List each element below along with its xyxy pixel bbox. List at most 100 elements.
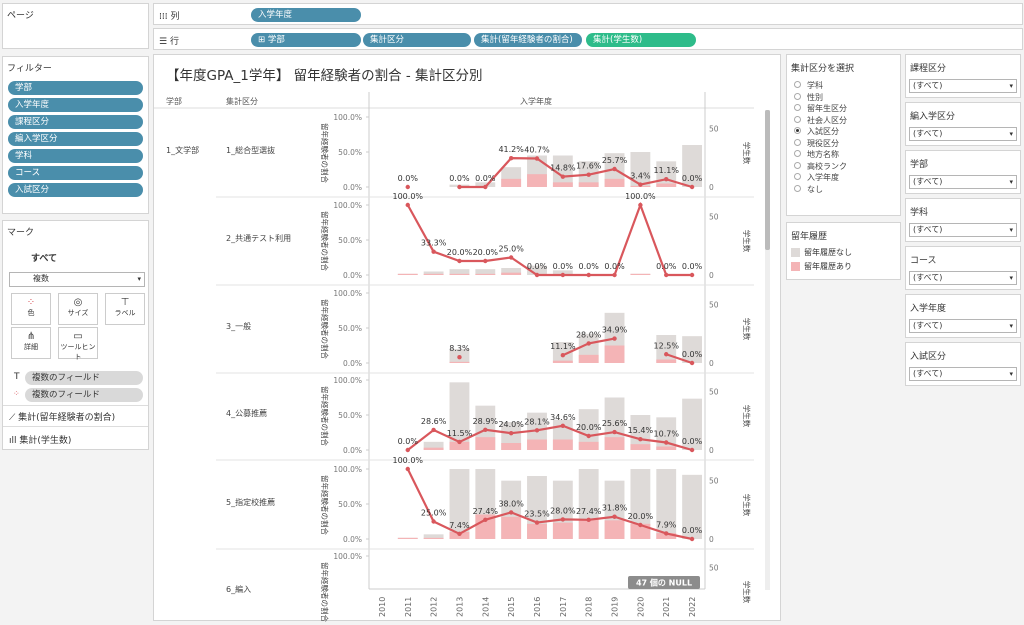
chevron-down-icon: ▾ xyxy=(1009,226,1013,234)
bar-history xyxy=(501,516,522,539)
bar-history xyxy=(578,441,599,450)
filter-dropdown[interactable]: (すべて) ▾ xyxy=(909,367,1017,381)
param-option[interactable]: 学科 xyxy=(794,80,823,91)
radio-button-icon xyxy=(794,161,801,169)
color-button[interactable]: ⁘ 色 xyxy=(11,293,51,325)
filter-dropdown[interactable]: (すべて) ▾ xyxy=(909,271,1017,285)
tooltip-icon: ▭ xyxy=(73,331,83,342)
param-option[interactable]: 入試区分 xyxy=(794,126,839,137)
param-option[interactable]: 高校ランク xyxy=(794,161,847,172)
param-option[interactable]: 入学年度 xyxy=(794,172,839,183)
rate-line xyxy=(459,157,693,189)
row-pill-faculty[interactable]: ⊞ 学部 xyxy=(251,33,361,47)
rows-shelf[interactable]: ☰ 行 ⊞ 学部 集計区分 集計(留年経験者の割合) 集計(学生数) xyxy=(153,28,1023,50)
tooltip-button-label: ツールヒント xyxy=(60,343,96,361)
filter-pill[interactable]: 学科 xyxy=(8,149,143,163)
left-axis-title: 留年経験者の割合 xyxy=(320,562,330,622)
rate-point xyxy=(638,182,643,187)
rate-point xyxy=(560,423,566,428)
filter-card: 編入学区分 (すべて) ▾ xyxy=(905,102,1021,146)
filter-dropdown[interactable]: (すべて) ▾ xyxy=(909,319,1017,333)
bar-no-history xyxy=(552,342,573,363)
filter-dropdown[interactable]: (すべて) ▾ xyxy=(909,127,1017,141)
row-pill-segment[interactable]: 集計区分 xyxy=(363,33,471,47)
param-option[interactable]: 社会人区分 xyxy=(794,115,847,126)
filter-card-title: 課程区分 xyxy=(910,64,947,74)
rate-point xyxy=(508,431,514,436)
mark-field-2[interactable]: 複数のフィールド xyxy=(25,388,143,402)
count-tick-label: 0 xyxy=(709,271,714,280)
rate-data-label: 0.0% xyxy=(682,437,703,446)
rate-point xyxy=(689,447,695,453)
rate-data-label: 38.0% xyxy=(498,499,524,508)
legend-item-no-history[interactable]: 留年履歴なし xyxy=(791,247,852,258)
filter-pill[interactable]: 課程区分 xyxy=(8,115,143,129)
mark-type-select[interactable]: 複数 ▾ xyxy=(9,272,145,287)
bar-history xyxy=(552,182,573,187)
pct-tick-label: 50.0% xyxy=(338,148,362,157)
pct-tick-label: 0.0% xyxy=(343,359,362,368)
columns-shelf[interactable]: ⁞⁞⁞ 列 入学年度 xyxy=(153,3,1023,25)
filter-pill[interactable]: 入学年度 xyxy=(8,98,143,112)
param-option[interactable]: 性別 xyxy=(794,92,823,103)
bar-history xyxy=(475,273,496,275)
column-pill-year[interactable]: 入学年度 xyxy=(251,8,361,22)
rate-data-label: 41.2% xyxy=(498,145,524,154)
filter-card-title: 入学年度 xyxy=(910,304,947,314)
filter-dropdown-value: (すべて) xyxy=(913,129,943,138)
bar-no-history xyxy=(682,336,702,363)
rate-data-label: 0.0% xyxy=(579,262,600,271)
rate-point xyxy=(508,155,514,161)
param-option[interactable]: 留年生区分 xyxy=(794,103,847,114)
detail-button[interactable]: ⋔ 詳細 xyxy=(11,327,51,359)
rate-data-label: 31.8% xyxy=(602,504,628,513)
header-segment: 集計区分 xyxy=(226,96,258,106)
rate-point xyxy=(431,249,436,254)
param-option[interactable]: なし xyxy=(794,184,823,195)
filter-pill[interactable]: 入試区分 xyxy=(8,183,143,197)
filter-dropdown[interactable]: (すべて) ▾ xyxy=(909,79,1017,93)
param-panel: 集計区分を選択 学科 性別 留年生区分 社会人区分 入試区分 現役区分 地方名称 高校ランク入… xyxy=(786,54,901,216)
label-button[interactable]: ⊤ ラベル xyxy=(105,293,145,325)
columns-shelf-label: ⁞⁞⁞ 列 xyxy=(159,9,179,22)
rate-point xyxy=(638,202,643,208)
filter-pill[interactable]: 編入学区分 xyxy=(8,132,143,146)
rate-point xyxy=(612,514,617,519)
marks-measure-count[interactable]: ıll 集計(学生数) xyxy=(9,433,71,446)
right-axis-title: 学生数 xyxy=(742,318,752,341)
null-badge-label: 47 個の NULL xyxy=(636,578,692,588)
row-pill-count[interactable]: 集計(学生数) xyxy=(586,33,696,47)
bar-no-history xyxy=(527,265,547,275)
param-option-label: 性別 xyxy=(807,92,823,102)
rate-point xyxy=(689,272,695,278)
count-tick-label: 50 xyxy=(709,388,719,397)
filter-dropdown[interactable]: (すべて) ▾ xyxy=(909,223,1017,237)
count-tick-label: 0 xyxy=(709,446,714,455)
rate-line xyxy=(665,353,693,365)
rate-point xyxy=(689,184,695,190)
bar-no-history xyxy=(630,415,651,450)
radio-button-icon xyxy=(794,184,801,192)
tooltip-button[interactable]: ▭ ツールヒント xyxy=(58,327,98,361)
rate-point xyxy=(586,172,591,177)
bar-history xyxy=(630,444,651,450)
rate-data-label: 25.6% xyxy=(602,419,628,428)
rate-data-label: 20.0% xyxy=(447,248,473,257)
row-pill-rate[interactable]: 集計(留年経験者の割合) xyxy=(474,33,582,47)
size-button[interactable]: ◎ サイズ xyxy=(58,293,98,325)
radio-button-icon xyxy=(794,138,801,146)
param-option[interactable]: 現役区分 xyxy=(794,138,839,149)
filter-pill[interactable]: 学部 xyxy=(8,81,143,95)
filter-pill[interactable]: コース xyxy=(8,166,143,180)
bar-no-history xyxy=(423,534,444,539)
legend-item-history[interactable]: 留年履歴あり xyxy=(791,261,852,272)
param-option-label: なし xyxy=(807,184,823,194)
bar-no-history xyxy=(552,155,573,187)
mark-field-1[interactable]: 複数のフィールド xyxy=(25,371,143,385)
count-tick-label: 0 xyxy=(709,183,714,192)
filter-dropdown[interactable]: (すべて) ▾ xyxy=(909,175,1017,189)
marks-measure-rate[interactable]: ⟋ 集計(留年経験者の割合) xyxy=(9,410,115,423)
param-option[interactable]: 地方名称 xyxy=(794,149,839,160)
param-option-label: 入試区分 xyxy=(807,127,839,136)
